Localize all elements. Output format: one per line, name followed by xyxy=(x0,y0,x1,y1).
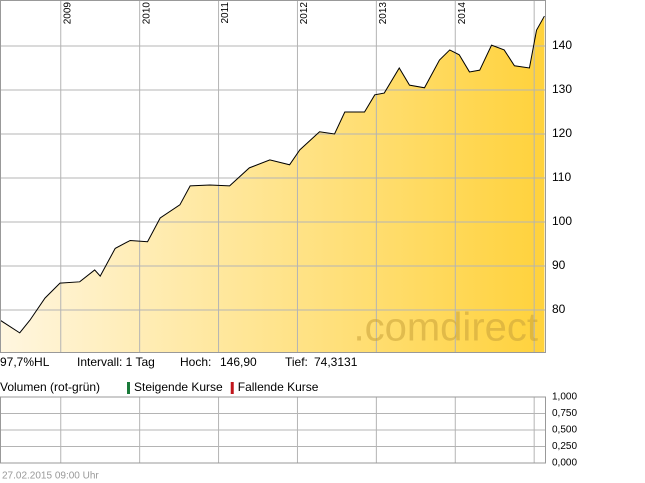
plot-border xyxy=(0,0,546,353)
y-tick-label: 100 xyxy=(552,214,572,228)
legend-swatch xyxy=(230,382,234,394)
y-tick-label: 120 xyxy=(552,126,572,140)
price-line xyxy=(0,15,545,334)
interval-info: Intervall: 1 Tag xyxy=(77,355,155,369)
x-tick-label: 2010 xyxy=(141,2,152,25)
low-label: Tief: xyxy=(285,355,308,369)
x-tick-label: 2009 xyxy=(62,2,73,25)
y-tick-label: 110 xyxy=(552,170,571,184)
y-tick-label: 130 xyxy=(552,82,572,96)
volume-title: Volumen (rot-grün) xyxy=(0,380,100,394)
range-info: 97,7%HL xyxy=(0,355,50,369)
y-tick-label: 0,000 xyxy=(552,458,577,469)
legend-label: Steigende Kurse xyxy=(134,380,223,394)
x-tick-label: 2011 xyxy=(220,2,231,24)
legend-swatch xyxy=(127,382,130,394)
x-tick-label: 2014 xyxy=(457,2,468,25)
volume-border xyxy=(0,396,546,464)
high-value: 146,90 xyxy=(220,355,257,369)
y-tick-label: 0,250 xyxy=(552,441,577,452)
y-tick-label: 0,500 xyxy=(552,425,577,436)
y-tick-label: 140 xyxy=(552,38,572,52)
watermark: .comdirect xyxy=(354,306,539,350)
y-tick-label: 0,750 xyxy=(552,408,577,419)
y-tick-label: 90 xyxy=(552,258,566,272)
y-tick-label: 1,000 xyxy=(552,392,577,403)
legend-label: Fallende Kurse xyxy=(238,380,319,394)
y-tick-label: 80 xyxy=(552,302,566,316)
x-tick-label: 2012 xyxy=(299,2,310,25)
area xyxy=(0,16,545,353)
footer: 27.02.2015 09:00 Uhr xyxy=(2,471,99,482)
high-label: Hoch: xyxy=(180,355,211,369)
x-tick-label: 2013 xyxy=(378,2,389,25)
low-value: 74,3131 xyxy=(314,355,358,369)
